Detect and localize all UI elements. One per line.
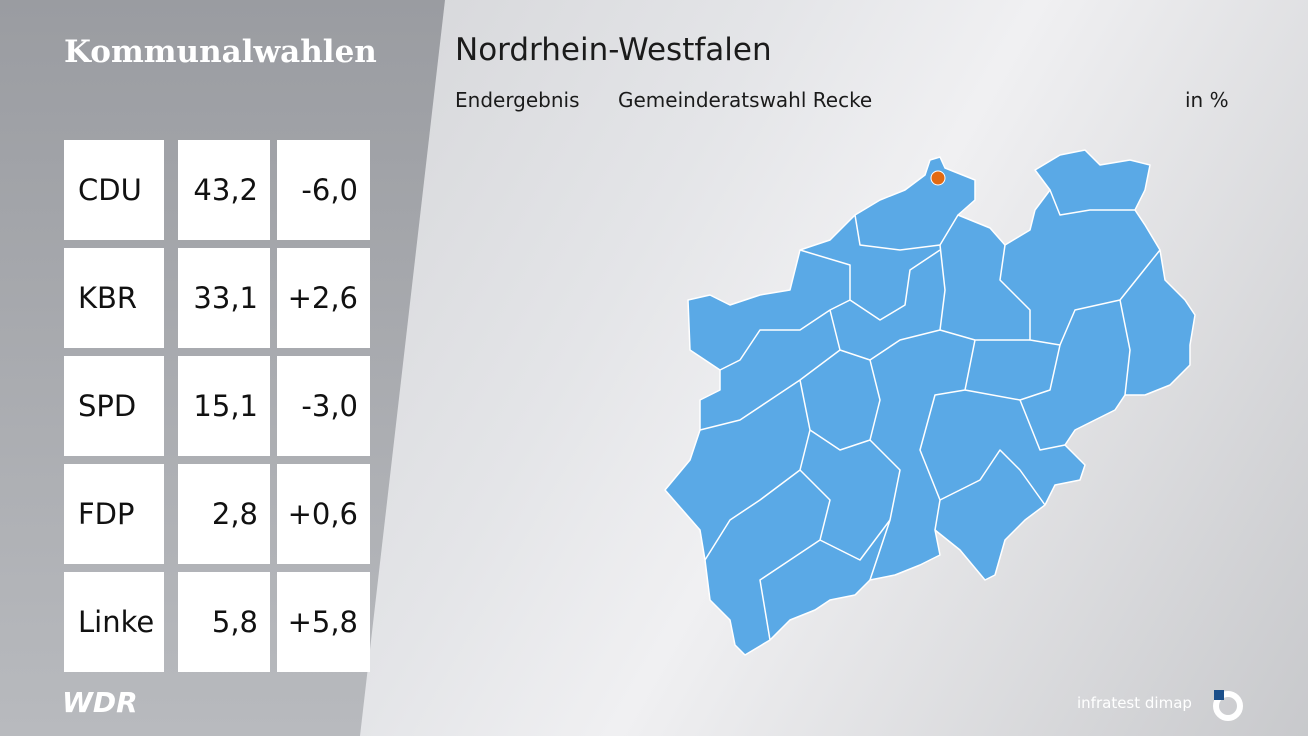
share: 2,8: [178, 464, 270, 564]
change: -6,0: [277, 140, 370, 240]
share: 33,1: [178, 248, 270, 348]
state-outline: [664, 149, 1196, 656]
title: Nordrhein-Westfalen: [455, 32, 772, 68]
nrw-map: [664, 149, 1196, 656]
share: 43,2: [178, 140, 270, 240]
pollster-logo: infratest dimap: [1077, 694, 1192, 712]
party-name: KBR: [64, 248, 164, 348]
party-name: FDP: [64, 464, 164, 564]
result-type: Endergebnis: [455, 88, 580, 112]
change: +5,8: [277, 572, 370, 672]
party-name: Linke: [64, 572, 164, 672]
district-borders: [699, 189, 1161, 641]
change: +0,6: [277, 464, 370, 564]
party-name: SPD: [64, 356, 164, 456]
municipality-marker: [930, 170, 946, 186]
change: +2,6: [277, 248, 370, 348]
brand: Kommunalwahlen: [64, 34, 377, 70]
election: Gemeinderatswahl Recke: [618, 88, 873, 112]
unit: in %: [1185, 88, 1229, 112]
share: 15,1: [178, 356, 270, 456]
broadcaster-logo: WDR: [62, 686, 138, 719]
pollster-icon: [1213, 690, 1243, 721]
share: 5,8: [178, 572, 270, 672]
party-name: CDU: [64, 140, 164, 240]
change: -3,0: [277, 356, 370, 456]
